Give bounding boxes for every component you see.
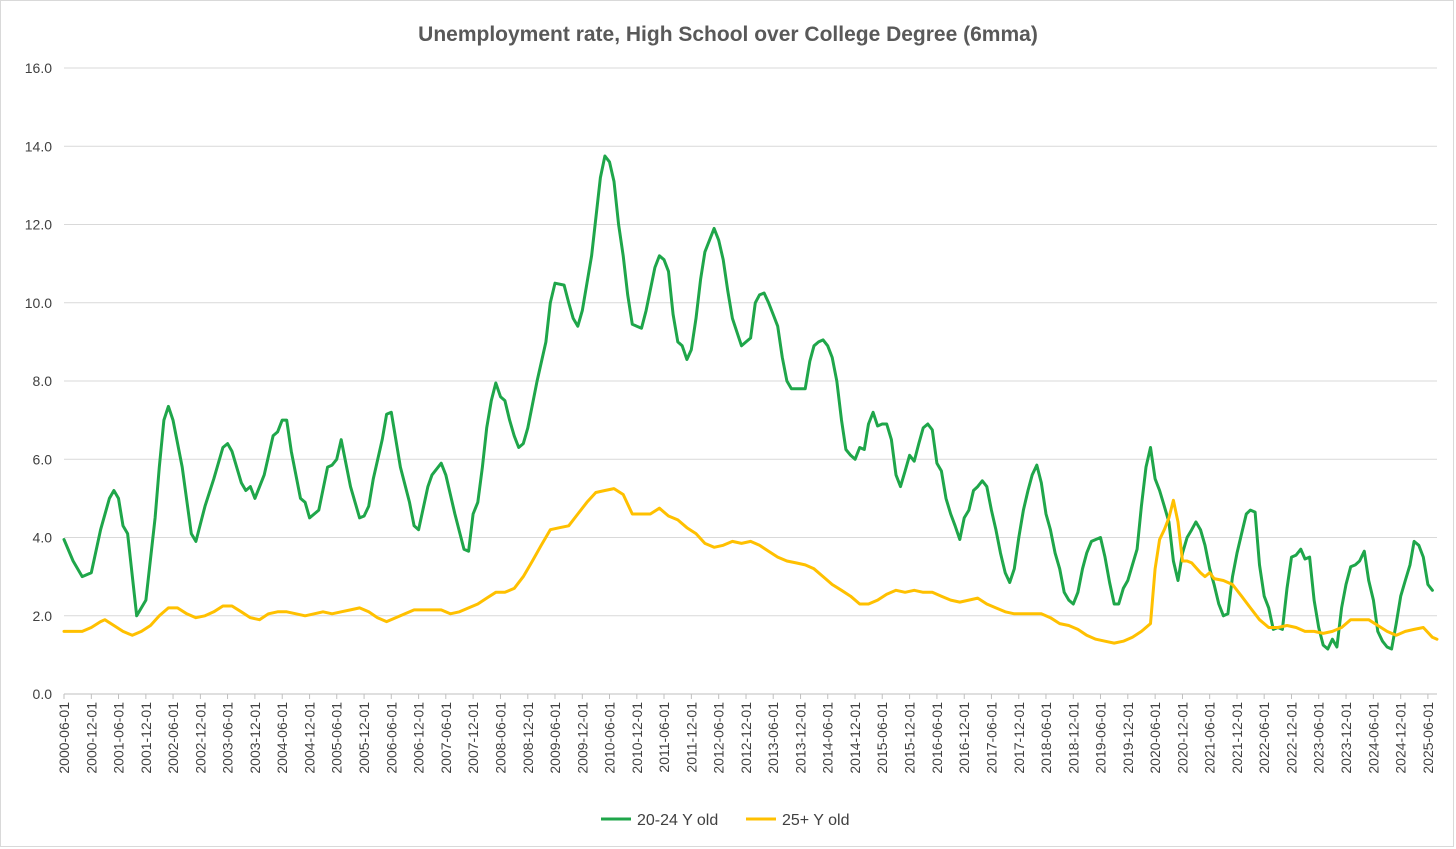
y-tick-label: 16.0 [25, 60, 52, 76]
x-tick-label: 2016-06-01 [929, 702, 945, 774]
x-tick-label: 2024-12-01 [1393, 702, 1409, 774]
x-tick-label: 2010-06-01 [601, 702, 617, 774]
x-tick-label: 2005-06-01 [329, 702, 345, 774]
series-line-0 [62, 154, 1434, 651]
y-tick-label: 12.0 [25, 217, 52, 233]
x-tick-label: 2021-06-01 [1202, 702, 1218, 774]
x-tick-label: 2011-06-01 [656, 702, 672, 773]
x-tick-label: 2015-06-01 [874, 702, 890, 774]
x-tick-label: 2013-06-01 [765, 702, 781, 774]
y-tick-label: 6.0 [33, 451, 53, 467]
x-tick-label: 2023-12-01 [1338, 702, 1354, 774]
x-tick-label: 2023-06-01 [1311, 702, 1327, 774]
x-tick-label: 2014-06-01 [820, 702, 836, 774]
x-tick-label: 2004-06-01 [274, 702, 290, 774]
y-tick-label: 14.0 [25, 138, 52, 154]
series-line-1 [62, 487, 1439, 645]
x-tick-label: 2022-06-01 [1256, 702, 1272, 774]
y-tick-label: 8.0 [33, 373, 53, 389]
x-tick-label: 2017-06-01 [983, 702, 999, 774]
gridlines [64, 67, 1437, 617]
y-tick-label: 4.0 [33, 530, 53, 546]
legend-label: 25+ Y old [782, 812, 849, 829]
x-tick-label: 2018-12-01 [1065, 702, 1081, 774]
x-tick-label: 2007-06-01 [438, 702, 454, 774]
x-tick-label: 2025-06-01 [1420, 702, 1436, 774]
x-tick-label: 2015-12-01 [902, 702, 918, 774]
x-tick-label: 2022-12-01 [1284, 702, 1300, 774]
x-tick-label: 2008-12-01 [520, 702, 536, 774]
x-tick-label: 2010-12-01 [629, 702, 645, 774]
x-tick-label: 2003-06-01 [220, 702, 236, 774]
x-tick-label: 2019-06-01 [1092, 702, 1108, 774]
y-tick-label: 10.0 [25, 295, 52, 311]
x-tick-label: 2012-12-01 [738, 702, 754, 774]
x-tick-label: 2020-06-01 [1147, 702, 1163, 774]
x-tick-label: 2012-06-01 [711, 702, 727, 774]
x-tick-label: 2019-12-01 [1120, 702, 1136, 774]
series-lines [62, 154, 1439, 651]
x-tick-label: 2003-12-01 [247, 702, 263, 774]
x-tick-label: 2016-12-01 [956, 702, 972, 774]
x-tick-label: 2001-06-01 [111, 702, 127, 774]
x-tick-label: 2024-06-01 [1365, 702, 1381, 774]
x-tick-label: 2004-12-01 [302, 702, 318, 774]
x-tick-label: 2013-12-01 [793, 702, 809, 774]
chart-title: Unemployment rate, High School over Coll… [418, 23, 1038, 46]
x-tick-label: 2002-12-01 [192, 702, 208, 774]
axes: 0.0 2.0 4.0 6.0 8.0 10.0 12.0 14.0 16.0 2000-06-0… [25, 60, 1437, 774]
x-tick-label: 2009-06-01 [547, 702, 563, 774]
x-tick-label: 2021-12-01 [1229, 702, 1245, 774]
x-tick-label: 2006-12-01 [411, 702, 427, 774]
x-tick-label: 2017-12-01 [1011, 702, 1027, 774]
x-tick-label: 2009-12-01 [574, 702, 590, 774]
y-tick-label: 0.0 [33, 686, 53, 702]
x-tick-label: 2007-12-01 [465, 702, 481, 774]
x-tick-label: 2008-06-01 [492, 702, 508, 774]
x-tick-label: 2011-12-01 [683, 702, 699, 773]
x-tick-label: 2000-06-01 [56, 702, 72, 774]
x-tick-label: 2002-06-01 [165, 702, 181, 774]
x-tick-label: 2005-12-01 [356, 702, 372, 774]
legend: 20-24 Y old 25+ Y old [601, 812, 849, 829]
x-tick-label: 2014-12-01 [847, 702, 863, 774]
x-tick-label: 2000-12-01 [83, 702, 99, 774]
legend-label: 20-24 Y old [637, 812, 718, 829]
x-tick-label: 2018-06-01 [1038, 702, 1054, 774]
y-tick-label: 2.0 [33, 608, 53, 624]
x-tick-label: 2006-06-01 [383, 702, 399, 774]
x-tick-label: 2001-12-01 [138, 702, 154, 774]
x-tick-label: 2020-12-01 [1174, 702, 1190, 774]
